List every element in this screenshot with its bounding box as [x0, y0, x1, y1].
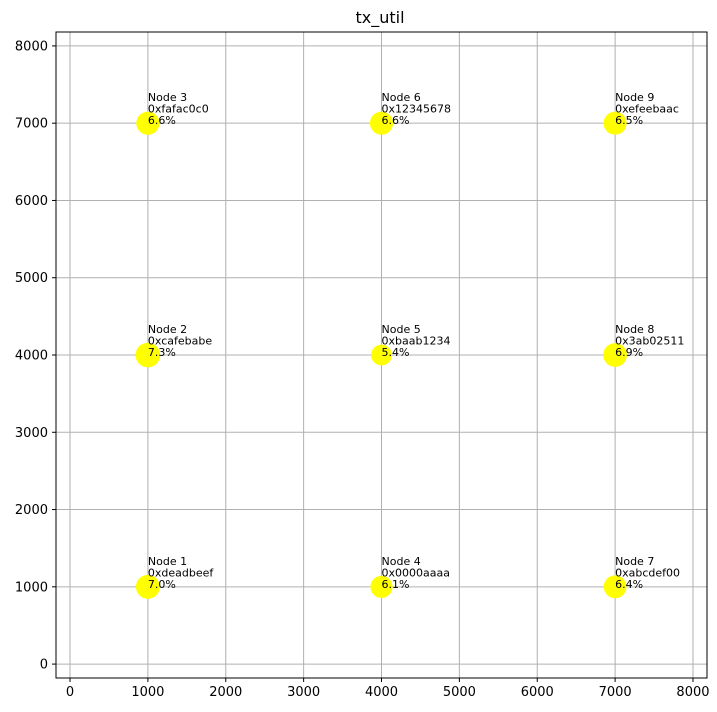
y-tick-label: 8000 — [15, 39, 48, 54]
x-tick-label: 0 — [66, 685, 74, 700]
node-util-label: 5.4% — [382, 346, 410, 359]
node-marker — [135, 574, 160, 599]
y-tick-label: 0 — [40, 658, 48, 673]
node-id-label: 0x3ab02511 — [615, 335, 684, 348]
node-util-label: 6.1% — [382, 578, 410, 591]
node-util-label: 6.6% — [148, 114, 176, 127]
y-tick-label: 2000 — [15, 503, 48, 518]
node-name-label: Node 3 — [148, 91, 187, 104]
y-tick-label: 6000 — [15, 194, 48, 209]
node-id-label: 0xabcdef00 — [615, 566, 680, 579]
node-marker — [370, 575, 393, 598]
node-id-label: 0xdeadbeef — [148, 566, 214, 579]
x-tick-label: 3000 — [287, 685, 320, 700]
x-tick-label: 2000 — [209, 685, 242, 700]
node-id-label: 0xefeebaac — [615, 103, 679, 116]
node-marker — [603, 343, 628, 367]
node-marker — [603, 575, 627, 599]
chart-title: tx_util — [355, 8, 404, 28]
x-tick-label: 7000 — [599, 685, 632, 700]
node-marker — [136, 111, 160, 135]
x-tick-label: 5000 — [443, 685, 476, 700]
node-util-label: 6.4% — [615, 578, 643, 591]
node-marker — [371, 344, 392, 366]
y-tick-label: 4000 — [15, 349, 48, 364]
node-id-label: 0xcafebabe — [148, 335, 212, 348]
node-util-label: 7.0% — [148, 578, 176, 591]
node-name-label: Node 2 — [148, 323, 187, 336]
x-tick-label: 6000 — [521, 685, 554, 700]
y-tick-label: 3000 — [15, 426, 48, 441]
y-tick-label: 1000 — [15, 580, 48, 595]
x-tick-label: 4000 — [365, 685, 398, 700]
node-id-label: 0x12345678 — [382, 103, 452, 116]
node-util-label: 6.6% — [382, 114, 410, 127]
node-name-label: Node 9 — [615, 91, 654, 104]
y-tick-label: 5000 — [15, 271, 48, 286]
node-name-label: Node 4 — [382, 555, 421, 568]
node-util-label: 7.3% — [148, 346, 176, 359]
x-tick-label: 1000 — [131, 685, 164, 700]
node-marker — [135, 342, 161, 368]
node-name-label: Node 7 — [615, 555, 654, 568]
node-marker — [369, 111, 394, 135]
node-id-label: 0xfafac0c0 — [148, 103, 209, 116]
node-name-label: Node 6 — [382, 91, 421, 104]
node-util-label: 6.5% — [615, 114, 643, 127]
node-marker — [603, 111, 627, 135]
axis-ticks: 0 1000 2000 3000 4000 5000 6000 7000 8000 0 1000 20… — [15, 39, 710, 700]
x-tick-label: 8000 — [676, 685, 709, 700]
node-util-label: 6.9% — [615, 346, 643, 359]
y-tick-label: 7000 — [15, 117, 48, 132]
node-name-label: Node 5 — [382, 323, 421, 336]
node-name-label: Node 1 — [148, 555, 187, 568]
node-id-label: 0xbaab1234 — [382, 335, 451, 348]
node-name-label: Node 8 — [615, 323, 654, 336]
node-id-label: 0x0000aaaa — [382, 566, 450, 579]
